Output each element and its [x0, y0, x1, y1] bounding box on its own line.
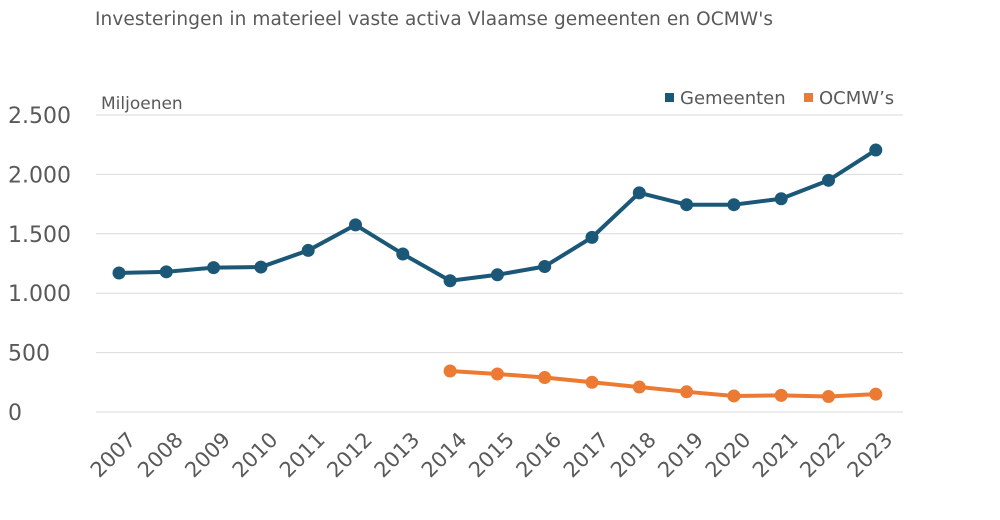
legend-swatch [665, 93, 674, 102]
y-tick-label: 2.000 [8, 163, 71, 188]
data-point [396, 247, 410, 261]
data-point [585, 375, 599, 389]
y-axis-label: Miljoenen [101, 94, 183, 114]
y-tick-label: 0 [8, 401, 22, 426]
x-tick-label: 2021 [748, 428, 803, 483]
legend: Gemeenten OCMW’s [665, 88, 894, 109]
x-tick-label: 2012 [322, 428, 377, 483]
data-point [538, 259, 552, 273]
x-tick-label: 2018 [606, 428, 661, 483]
data-point [869, 143, 883, 157]
series-line [117, 148, 878, 283]
data-point [443, 274, 457, 288]
gridlines [96, 114, 903, 413]
x-tick-label: 2010 [228, 428, 283, 483]
series [112, 143, 883, 404]
data-point [774, 192, 788, 206]
legend-label: Gemeenten [680, 88, 786, 109]
data-point [254, 260, 268, 274]
data-point [490, 268, 504, 282]
legend-label: OCMW’s [819, 88, 894, 109]
data-point [680, 385, 694, 399]
x-tick-label: 2011 [275, 428, 330, 483]
data-point [159, 265, 173, 279]
series-gemeenten [112, 143, 883, 288]
x-tick-label: 2020 [701, 428, 756, 483]
x-tick-label: 2008 [133, 428, 188, 483]
data-point [822, 173, 835, 187]
data-point [585, 230, 599, 244]
x-tick-label: 2016 [511, 428, 566, 483]
data-point [632, 186, 646, 200]
data-point [207, 261, 221, 275]
data-point [774, 388, 788, 402]
data-point [443, 364, 457, 378]
series-ocmw-s [443, 364, 883, 404]
y-tick-label: 2.500 [8, 104, 71, 129]
data-point [490, 367, 504, 381]
data-point [680, 198, 694, 212]
y-axis-ticks: 0 500 1.000 1.500 2.000 2.500 [8, 104, 71, 426]
x-tick-label: 2022 [795, 428, 850, 483]
y-tick-label: 1.000 [8, 282, 71, 307]
data-point [301, 243, 315, 257]
x-tick-label: 2015 [464, 428, 519, 483]
legend-swatch [804, 93, 813, 102]
x-tick-label: 2007 [86, 428, 141, 483]
data-point [112, 266, 126, 280]
x-tick-label: 2019 [653, 428, 708, 483]
x-tick-label: 2013 [370, 428, 425, 483]
data-point [869, 387, 883, 401]
data-point [727, 198, 741, 212]
series-line [448, 369, 878, 399]
x-tick-label: 2009 [180, 428, 235, 483]
y-tick-label: 500 [8, 342, 50, 367]
data-point [822, 390, 835, 404]
x-tick-label: 2023 [843, 428, 898, 483]
data-point [349, 218, 362, 232]
y-tick-label: 1.500 [8, 223, 71, 248]
x-axis-ticks: 2007200820092010201120122013201420152016… [86, 428, 898, 483]
x-tick-label: 2017 [559, 428, 614, 483]
data-point [538, 371, 552, 385]
x-tick-label: 2014 [417, 428, 472, 483]
chart-title: Investeringen in materieel vaste activa … [95, 9, 774, 30]
data-point [632, 380, 646, 394]
data-point [727, 389, 741, 403]
